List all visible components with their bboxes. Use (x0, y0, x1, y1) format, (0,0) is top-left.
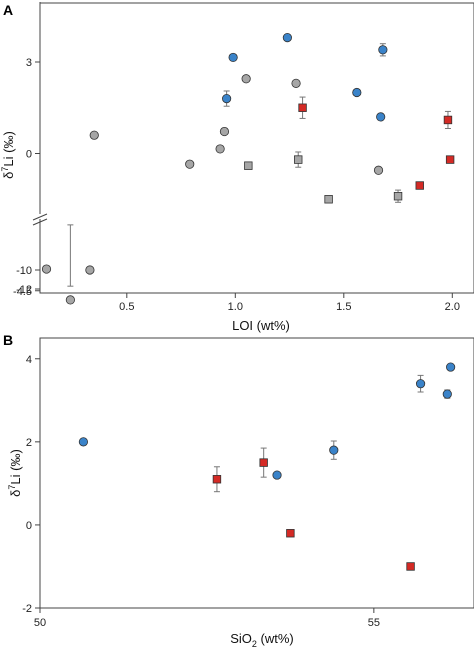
a-x-tick-label: 2.0 (445, 301, 460, 313)
a-square-point (445, 155, 455, 164)
panel-b-x-axis-title: SiO2 (wt%) (230, 631, 294, 649)
panel-a-plot: 0.5 1.0 1.5 2.0 -12 -10 -4.5 0 3 LOI (wt%) δ7Li … (0, 2, 474, 333)
a-circle-point (282, 32, 292, 43)
panel-b-frame (39, 337, 474, 609)
b-circle-point (329, 445, 339, 455)
a-circle-point (89, 130, 99, 140)
a-y-tick-label: -10 (16, 265, 32, 277)
a-square-point (294, 155, 303, 164)
a-circle-point (352, 87, 362, 98)
a-circle-point (85, 265, 95, 275)
a-circle-point (65, 295, 75, 305)
a-y-tick-label: -12 (16, 284, 32, 296)
b-circle-point (272, 470, 282, 480)
b-y-tick-label: 0 (26, 520, 32, 532)
panel-b-ticks: 50 55 -2 0 2 4 (22, 354, 380, 629)
b-square-point (286, 529, 295, 538)
b-square-point (406, 562, 415, 571)
a-circle-point (378, 45, 388, 55)
a-circle-point (185, 159, 195, 169)
panel-b-y-axis-title: δ7Li (‰) (7, 449, 23, 497)
panel-a-ticks: 0.5 1.0 1.5 2.0 -12 -10 -4.5 0 3 (13, 57, 460, 313)
b-circle-point (446, 362, 456, 372)
a-circle-point (219, 126, 230, 137)
panel-label-b: B (3, 332, 13, 348)
b-circle-point (78, 437, 89, 447)
panel-a-y-axis-title: δ7Li (‰) (0, 131, 16, 179)
a-circle-point (222, 94, 232, 104)
a-circle-point (373, 165, 384, 175)
a-y-tick-label: -4.5 (13, 286, 32, 298)
panel-a-points (41, 32, 455, 305)
panel-b-points (78, 362, 456, 571)
panel-a-axis-break (32, 213, 48, 226)
panel-a-x-axis-title: LOI (wt%) (232, 318, 290, 333)
a-circle-point (41, 264, 52, 274)
a-square-point (244, 161, 253, 170)
a-circle-point (215, 144, 225, 154)
a-square-point (298, 103, 307, 112)
a-x-tick-label: 0.5 (119, 301, 134, 313)
b-circle-point (442, 389, 452, 399)
b-x-tick-label: 55 (368, 617, 380, 629)
b-y-tick-label: 2 (26, 437, 32, 449)
panel-label-a: A (3, 2, 13, 18)
b-circle-point (415, 379, 426, 389)
a-square-point (393, 191, 403, 201)
a-circle-point (241, 74, 251, 84)
a-square-point (443, 115, 453, 125)
a-y-tick-label: 3 (26, 57, 32, 69)
b-x-tick-label: 50 (34, 617, 46, 629)
panel-a-frame (39, 2, 474, 294)
a-circle-point (376, 112, 386, 122)
a-circle-point (228, 52, 238, 63)
a-square-point (415, 181, 424, 190)
a-circle-point (291, 78, 301, 88)
b-y-tick-label: -2 (22, 603, 32, 615)
a-x-tick-label: 1.0 (228, 301, 243, 313)
a-square-point (324, 195, 333, 204)
panel-b-plot: 50 55 -2 0 2 4 SiO2 (wt%) δ7Li (‰) (7, 337, 474, 649)
b-square-point (259, 458, 268, 467)
b-square-point (212, 475, 222, 484)
a-y-tick-label: 0 (26, 149, 32, 161)
b-y-tick-label: 4 (26, 354, 32, 366)
a-x-tick-label: 1.5 (336, 301, 351, 313)
